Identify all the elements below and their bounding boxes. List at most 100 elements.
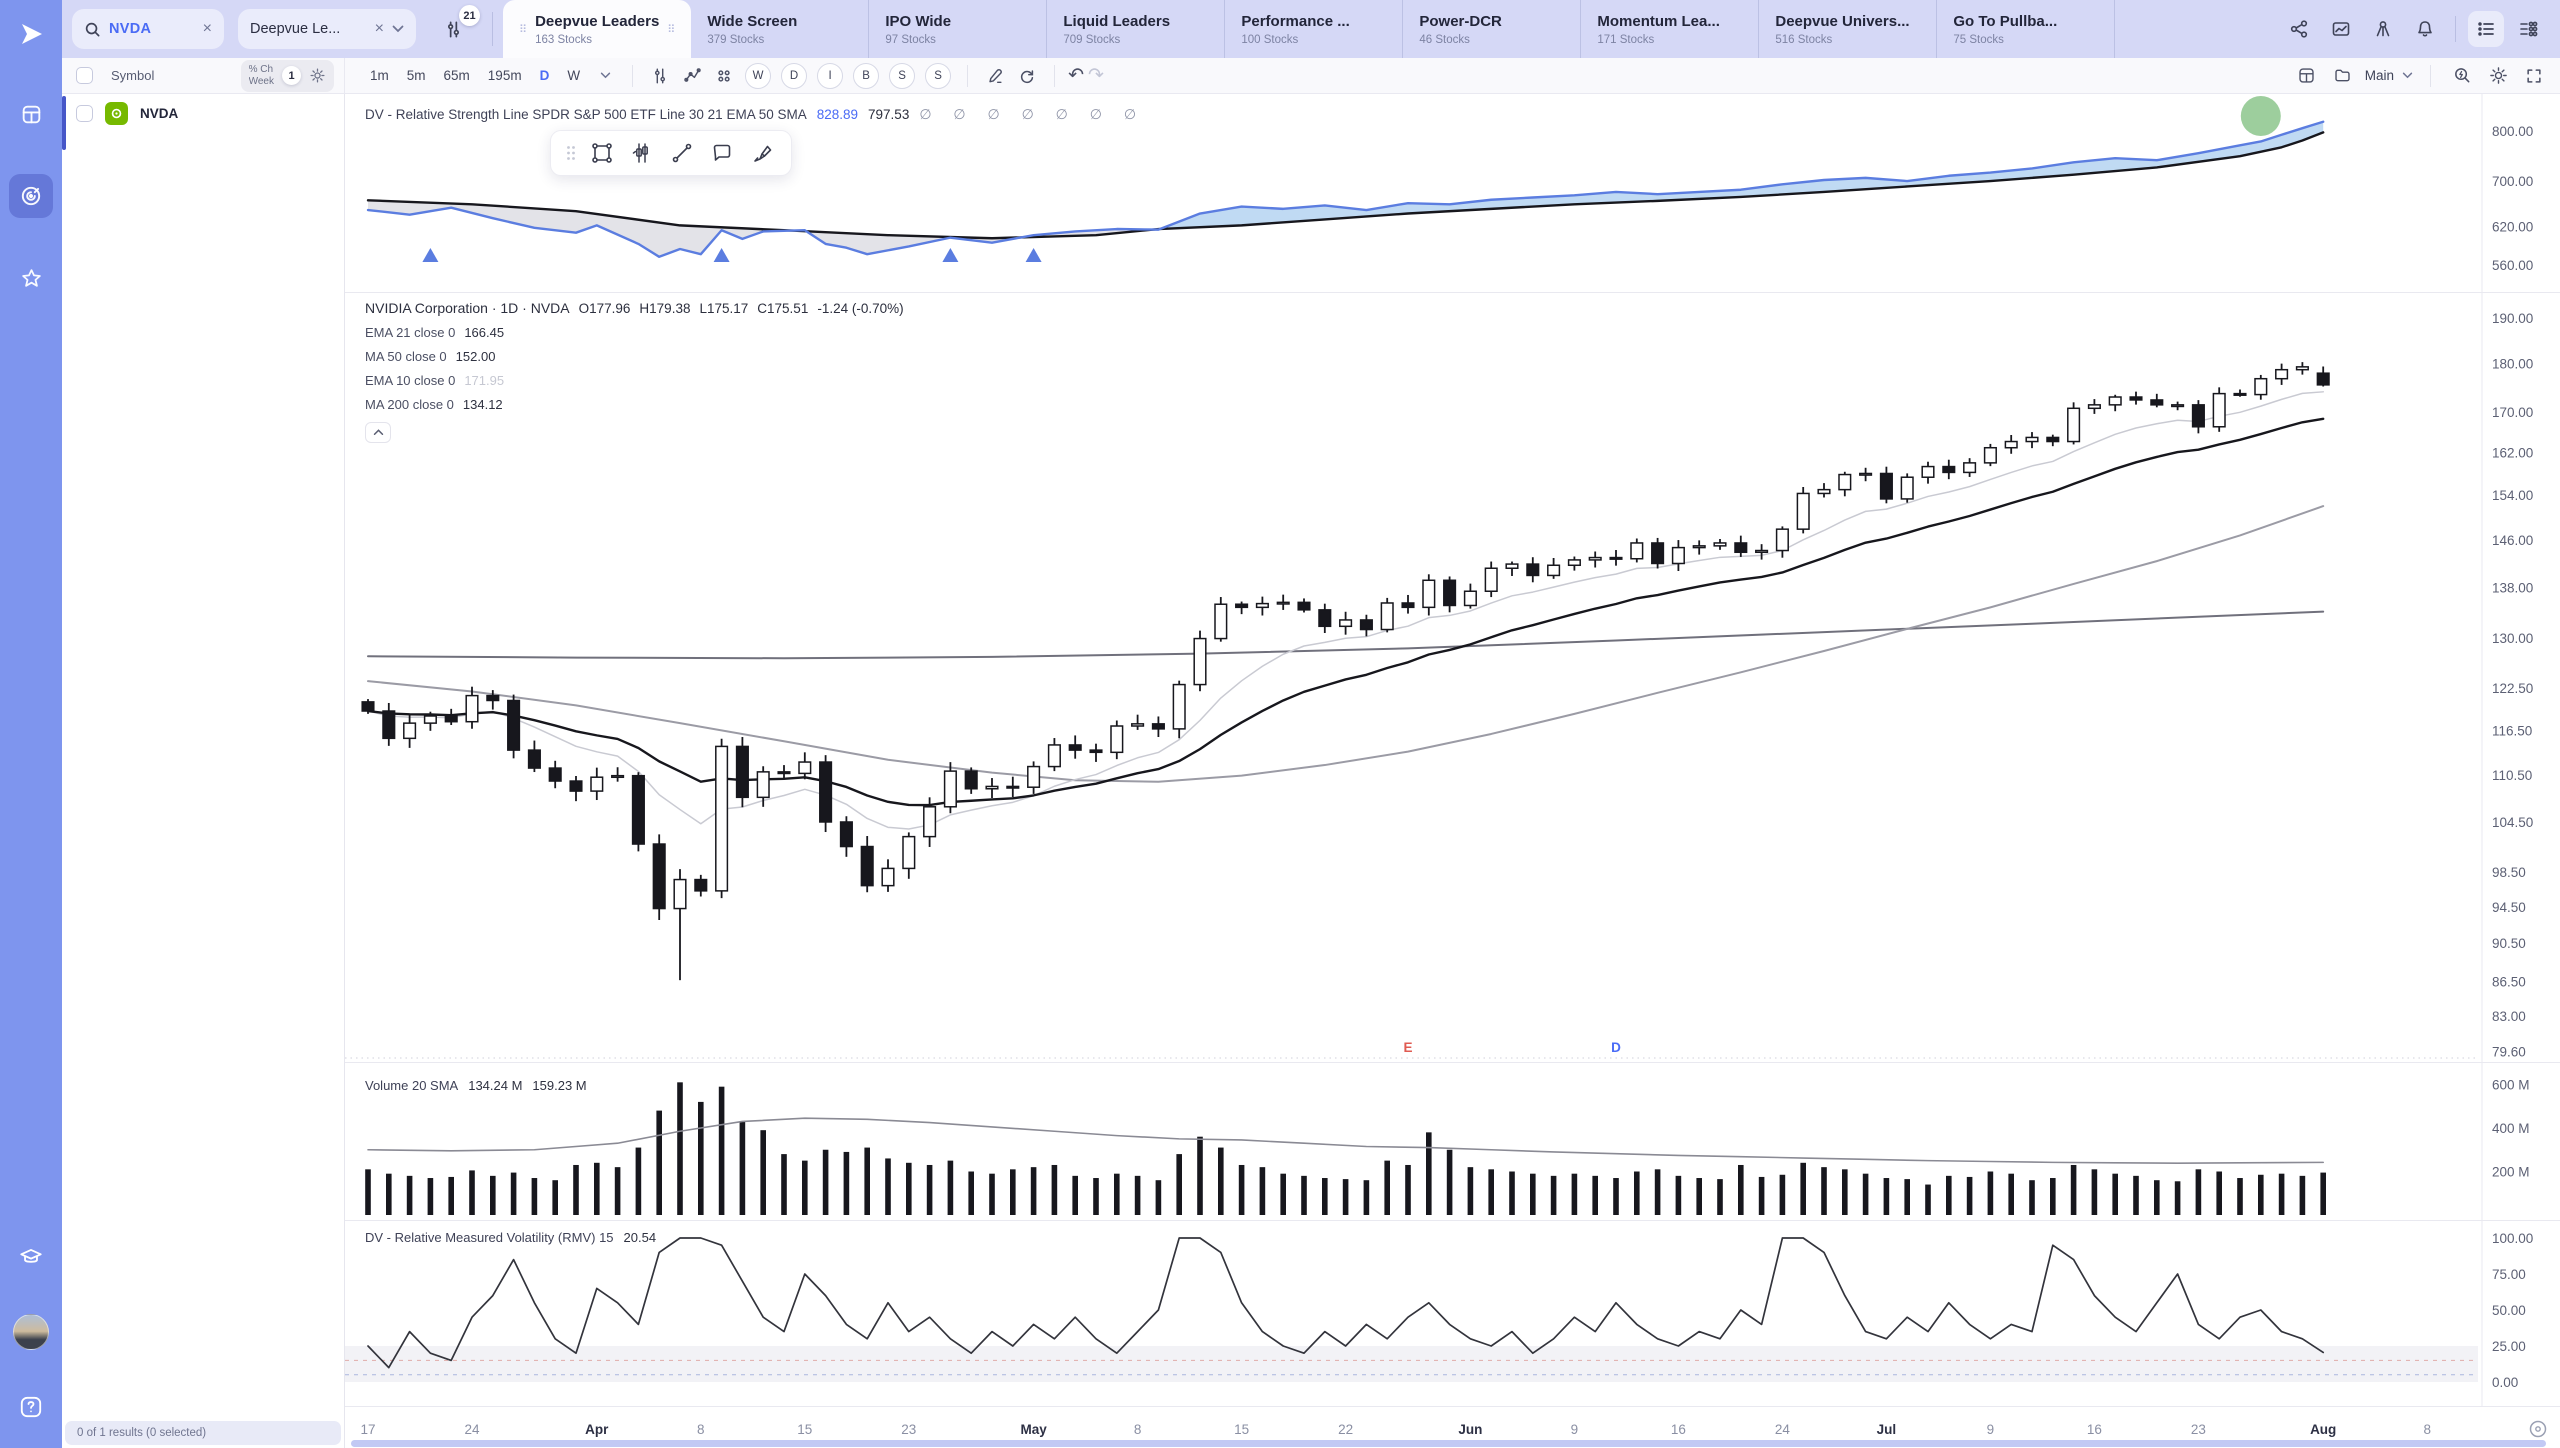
collapse-legend-button[interactable] bbox=[365, 422, 391, 443]
svg-text:Aug: Aug bbox=[2310, 1422, 2336, 1437]
svg-text:D: D bbox=[1611, 1040, 1621, 1055]
column-header-symbol[interactable]: Symbol bbox=[111, 68, 155, 83]
drawing-toolbar[interactable] bbox=[550, 130, 792, 176]
scan-zoom-icon[interactable] bbox=[2448, 62, 2476, 90]
svg-text:83.00: 83.00 bbox=[2492, 1009, 2526, 1024]
divider bbox=[1054, 64, 1056, 87]
sidebar-item-favorites[interactable] bbox=[9, 256, 53, 300]
fullscreen-icon[interactable] bbox=[2520, 62, 2548, 90]
watchlist-panel: NVDA 0 of 1 results (0 selected) bbox=[62, 94, 345, 1448]
list-view-icon[interactable] bbox=[2468, 11, 2504, 47]
quick-button-weekly[interactable]: W bbox=[745, 62, 772, 89]
svg-text:122.50: 122.50 bbox=[2492, 681, 2533, 696]
quick-button-s2[interactable]: S bbox=[925, 62, 952, 89]
rs-indicator-legend[interactable]: DV - Relative Strength Line SPDR S&P 500… bbox=[365, 106, 1145, 123]
quick-button-intraday[interactable]: I bbox=[817, 62, 844, 89]
timeframe-195m[interactable]: 195m bbox=[487, 68, 522, 83]
symbol-ohlc-row[interactable]: NVIDIA Corporation · 1D · NVDA O177.96 H… bbox=[365, 300, 904, 316]
candle-pattern-tool-icon[interactable] bbox=[625, 138, 659, 168]
watchlist-row-nvda[interactable]: NVDA bbox=[62, 94, 344, 132]
sidebar-item-screener[interactable] bbox=[9, 174, 53, 218]
layout-folder-icon[interactable] bbox=[2329, 62, 2357, 90]
column-settings-gear-icon[interactable] bbox=[309, 67, 326, 84]
volume-legend[interactable]: Volume 20 SMA 134.24 M 159.23 M bbox=[365, 1078, 587, 1093]
quick-button-daily[interactable]: D bbox=[781, 62, 808, 89]
divider bbox=[2430, 64, 2431, 87]
trendline-tool-icon[interactable] bbox=[665, 138, 699, 168]
svg-text:Jul: Jul bbox=[1877, 1422, 1897, 1437]
select-all-checkbox[interactable] bbox=[76, 67, 93, 84]
rmv-legend[interactable]: DV - Relative Measured Volatility (RMV) … bbox=[365, 1230, 656, 1245]
comment-tool-icon[interactable] bbox=[705, 138, 739, 168]
filters-button[interactable]: 21 bbox=[432, 5, 480, 49]
tab-label: Go To Pullba... bbox=[1953, 12, 2058, 30]
tab-wide-screen[interactable]: Wide Screen 379 Stocks bbox=[691, 0, 870, 58]
tab-liquid-leaders[interactable]: Liquid Leaders 709 Stocks bbox=[1047, 0, 1226, 58]
tab-go-to-pullback[interactable]: Go To Pullba... 75 Stocks bbox=[1937, 0, 2116, 58]
help-icon[interactable] bbox=[18, 1394, 44, 1420]
nvda-logo-icon bbox=[105, 101, 128, 125]
app-sidebar bbox=[0, 0, 62, 1448]
tab-power-dcr[interactable]: Power-DCR 46 Stocks bbox=[1403, 0, 1582, 58]
app-logo-icon[interactable] bbox=[11, 14, 51, 54]
timeframe-daily[interactable]: D bbox=[539, 68, 550, 83]
column-header-change-week[interactable]: % Ch Week 1 bbox=[240, 59, 334, 92]
indicator-ema21[interactable]: EMA 21 close 0 166.45 bbox=[365, 325, 505, 340]
tab-deepvue-universe[interactable]: Deepvue Univers... 516 Stocks bbox=[1759, 0, 1938, 58]
timeframe-more-chevron-icon[interactable] bbox=[591, 62, 619, 90]
user-avatar[interactable] bbox=[13, 1314, 49, 1350]
tab-deepvue-leaders[interactable]: ⠿ Deepvue Leaders 163 Stocks ⠿ bbox=[503, 0, 692, 58]
clear-watchlist-icon[interactable]: × bbox=[374, 20, 384, 37]
svg-text:98.50: 98.50 bbox=[2492, 865, 2526, 880]
share-icon[interactable] bbox=[2281, 11, 2317, 47]
chart-settings-sliders-icon[interactable] bbox=[646, 62, 674, 90]
clear-search-icon[interactable]: × bbox=[202, 20, 212, 37]
tab-momentum-leaders[interactable]: Momentum Lea... 171 Stocks bbox=[1581, 0, 1760, 58]
alerts-bell-icon[interactable] bbox=[2407, 11, 2443, 47]
symbol-search[interactable]: NVDA × bbox=[72, 9, 224, 49]
chart-view-icon[interactable] bbox=[2323, 11, 2359, 47]
layout-grid-icon[interactable] bbox=[2293, 62, 2321, 90]
drag-handle-icon[interactable] bbox=[563, 138, 579, 168]
timeframe-5m[interactable]: 5m bbox=[406, 68, 426, 83]
sidebar-item-dashboard[interactable] bbox=[9, 92, 53, 136]
search-input[interactable]: NVDA bbox=[109, 21, 152, 37]
quick-button-s1[interactable]: S bbox=[889, 62, 916, 89]
undo-icon[interactable]: ↶ bbox=[1068, 65, 1084, 86]
redo-icon[interactable]: ↷ bbox=[1088, 65, 1104, 86]
tab-performance[interactable]: Performance ... 100 Stocks bbox=[1225, 0, 1404, 58]
watchlist-scrollbar[interactable] bbox=[62, 96, 66, 150]
tab-ipo-wide[interactable]: IPO Wide 97 Stocks bbox=[869, 0, 1048, 58]
chart-horizontal-scrollbar[interactable] bbox=[351, 1440, 2546, 1447]
indicator-ma50[interactable]: MA 50 close 0 152.00 bbox=[365, 349, 496, 364]
draw-pencil-icon[interactable] bbox=[981, 62, 1009, 90]
svg-text:146.00: 146.00 bbox=[2492, 533, 2533, 548]
timeframe-65m[interactable]: 65m bbox=[443, 68, 470, 83]
timeframe-weekly[interactable]: W bbox=[567, 68, 581, 83]
highlighter-tool-icon[interactable] bbox=[745, 138, 779, 168]
watchlist-selector[interactable]: Deepvue Le... × bbox=[238, 9, 416, 49]
secondary-toolbar: Symbol % Ch Week 1 1m 5m 65m 195m D W W D bbox=[62, 57, 2560, 94]
indicators-grid-icon[interactable] bbox=[710, 62, 738, 90]
education-icon[interactable] bbox=[18, 1244, 44, 1270]
line-chart-type-icon[interactable] bbox=[678, 62, 706, 90]
timeframe-1m[interactable]: 1m bbox=[370, 68, 389, 83]
quick-button-b[interactable]: B bbox=[853, 62, 880, 89]
tab-label: IPO Wide bbox=[885, 12, 952, 30]
indicator-ma200[interactable]: MA 200 close 0 134.12 bbox=[365, 397, 503, 412]
layout-chevron-icon[interactable] bbox=[2402, 72, 2413, 79]
drag-handle-icon[interactable]: ⠿ bbox=[667, 23, 676, 36]
chart-canvas[interactable]: E D 800.00 700.00 620.00 560.00 190.00 180.00 17… bbox=[345, 94, 2560, 1448]
settings-gear-icon[interactable] bbox=[2484, 62, 2512, 90]
row-checkbox[interactable] bbox=[76, 104, 93, 122]
analyzer-icon[interactable] bbox=[2365, 11, 2401, 47]
tab-count: 100 Stocks bbox=[1241, 33, 1299, 46]
indicator-ema10[interactable]: EMA 10 close 0 171.95 bbox=[365, 373, 505, 388]
drag-handle-icon[interactable]: ⠿ bbox=[519, 23, 528, 36]
select-tool-icon[interactable] bbox=[585, 138, 619, 168]
refresh-icon[interactable] bbox=[1013, 62, 1041, 90]
layout-name-label[interactable]: Main bbox=[2364, 68, 2394, 83]
divider bbox=[632, 64, 634, 87]
table-view-icon[interactable] bbox=[2510, 11, 2546, 47]
